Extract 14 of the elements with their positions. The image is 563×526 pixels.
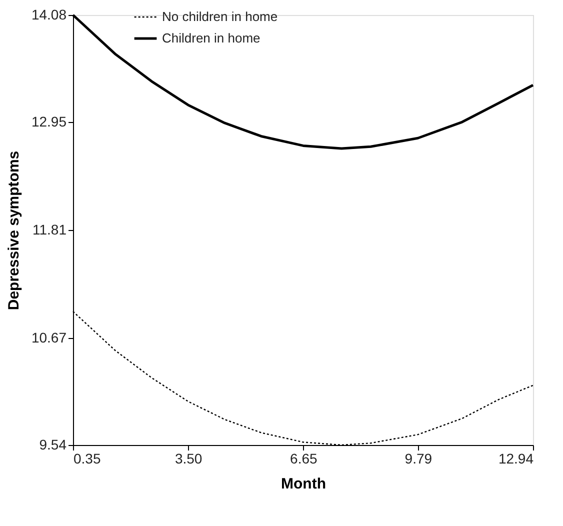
y-tick-label: 9.54 <box>39 436 67 452</box>
y-tick-label: 11.81 <box>32 222 67 238</box>
x-tick-label: 9.79 <box>404 450 432 466</box>
legend-label: No children in home <box>162 9 278 24</box>
legend-label: Children in home <box>162 30 260 46</box>
y-axis-title: Depressive symptoms <box>5 150 22 310</box>
y-tick-label: 10.67 <box>31 329 67 346</box>
x-tick-label: 0.35 <box>74 450 101 466</box>
y-tick-label: 12.95 <box>31 114 67 130</box>
x-tick-label: 6.65 <box>290 450 318 466</box>
y-tick-label: 14.08 <box>31 6 67 22</box>
x-axis-title: Month <box>281 476 326 492</box>
x-tick-label: 3.50 <box>174 450 202 466</box>
x-tick-label: 12.94 <box>498 450 534 466</box>
